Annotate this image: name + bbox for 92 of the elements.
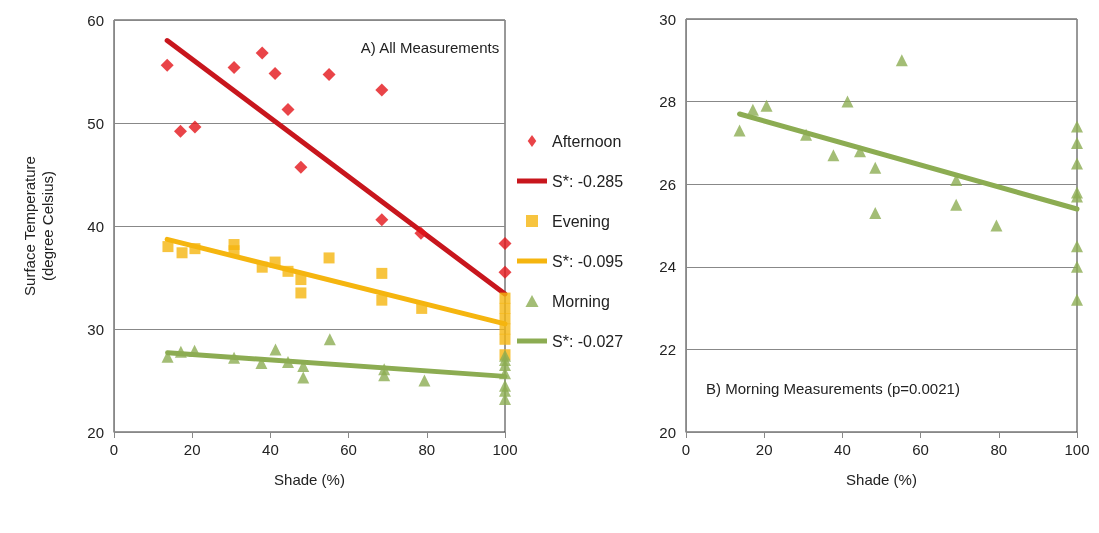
point <box>297 371 310 384</box>
legend-label: S*: -0.285 <box>552 172 624 190</box>
x-tick-label: 40 <box>834 441 851 458</box>
point <box>281 103 295 117</box>
x-tick-label: 20 <box>755 441 773 458</box>
point <box>1071 240 1083 253</box>
y-tick-label: 26 <box>659 175 676 193</box>
x-axis-title: Shade (%) <box>846 470 917 488</box>
point <box>800 128 813 141</box>
x-tick-label: 100 <box>1064 441 1090 458</box>
point <box>378 369 391 382</box>
y-tick-label: 30 <box>659 10 676 28</box>
point <box>414 226 428 240</box>
point <box>189 243 201 255</box>
point <box>895 54 908 67</box>
point <box>322 68 336 82</box>
legend-label: S*: -0.027 <box>552 332 624 350</box>
point <box>255 46 269 60</box>
x-tick-label: 0 <box>681 441 691 458</box>
point <box>498 265 512 279</box>
point <box>853 145 866 158</box>
point <box>499 292 511 304</box>
point <box>295 274 307 286</box>
y-tick-label: 20 <box>87 423 104 441</box>
point <box>268 67 282 81</box>
point <box>950 198 963 211</box>
point <box>269 343 282 356</box>
point <box>499 333 511 345</box>
point <box>1071 293 1083 306</box>
point <box>376 294 388 306</box>
annotation: B) Morning Measurements (p=0.0021) <box>706 380 960 397</box>
x-tick-label: 80 <box>990 441 1008 458</box>
y-tick-label: 60 <box>87 11 104 29</box>
y-tick-label: 20 <box>659 423 676 441</box>
point <box>375 213 389 227</box>
point <box>173 124 187 138</box>
point <box>323 333 336 346</box>
point <box>228 351 241 364</box>
y-tick-label: 22 <box>659 340 676 358</box>
y-tick-label: 30 <box>87 320 104 338</box>
legend-label: Afternoon <box>552 132 622 150</box>
point <box>174 345 187 358</box>
y-tick-label: 28 <box>659 93 676 111</box>
point <box>499 367 511 380</box>
y-tick-label: 50 <box>87 114 104 132</box>
point <box>733 124 746 137</box>
x-tick-label: 40 <box>262 441 279 458</box>
point <box>1071 190 1083 203</box>
point <box>188 120 202 134</box>
x-tick-label: 80 <box>418 441 436 458</box>
y-tick-label: 40 <box>87 217 104 235</box>
point <box>827 149 840 162</box>
legend-label: S*: -0.095 <box>552 252 624 270</box>
point <box>162 241 174 253</box>
x-tick-label: 60 <box>912 441 929 458</box>
x-tick-label: 100 <box>492 441 518 458</box>
point <box>375 83 389 97</box>
legend-label: Evening <box>552 212 610 230</box>
point <box>418 374 431 387</box>
point <box>869 207 882 220</box>
point <box>499 313 511 325</box>
x-tick-label: 60 <box>340 441 357 458</box>
point <box>376 267 388 279</box>
point <box>1071 136 1083 149</box>
point <box>176 247 188 259</box>
y-axis-title: Surface Temperature (degree Celsius) <box>20 156 56 296</box>
x-tick-label: 0 <box>109 441 119 458</box>
legend-label: Morning <box>552 292 610 310</box>
point <box>1071 157 1083 170</box>
point <box>499 323 511 335</box>
point <box>227 60 241 74</box>
point <box>160 58 174 72</box>
x-tick-label: 20 <box>183 441 201 458</box>
point <box>281 355 294 368</box>
point <box>269 256 281 268</box>
point <box>841 95 854 108</box>
point <box>294 160 308 174</box>
point <box>869 161 882 174</box>
point <box>499 393 511 406</box>
point <box>499 302 511 314</box>
point <box>1071 120 1083 133</box>
point <box>282 265 294 277</box>
point <box>323 252 335 264</box>
point <box>760 99 773 112</box>
point <box>256 261 268 273</box>
point <box>498 237 512 251</box>
point <box>990 219 1003 232</box>
point <box>1071 260 1083 273</box>
x-axis-title: Shade (%) <box>274 470 345 488</box>
annotation: A) All Measurements <box>360 39 500 56</box>
y-tick-label: 24 <box>659 258 676 276</box>
point <box>295 287 307 299</box>
